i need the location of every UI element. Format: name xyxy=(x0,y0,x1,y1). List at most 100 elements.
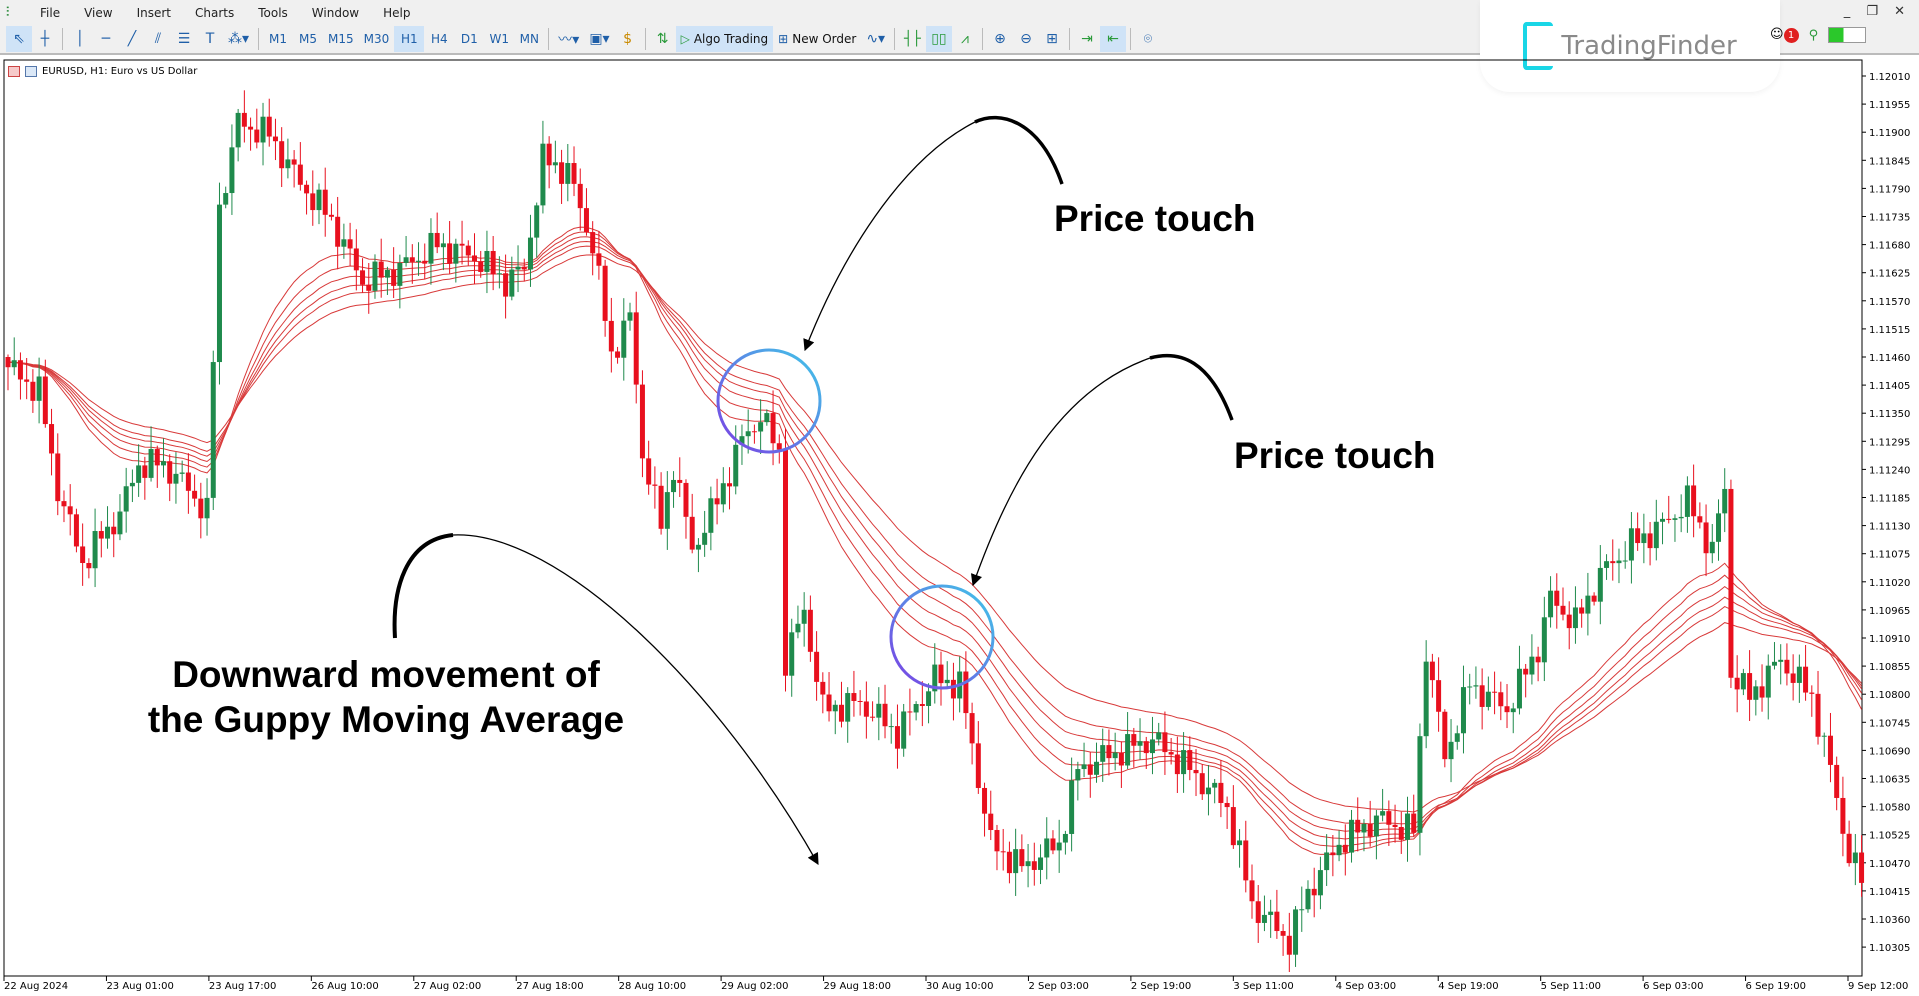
bear-candle xyxy=(1535,656,1541,663)
chart-shift-icon[interactable]: ⇤ xyxy=(1099,26,1126,52)
bear-candle xyxy=(994,830,1000,852)
account-icon[interactable]: ☺ 1 xyxy=(1770,27,1799,43)
crosshair-icon[interactable]: ┼ xyxy=(40,31,50,47)
candlestick-icon[interactable]: ▯▯ xyxy=(925,26,952,52)
arrow-1 xyxy=(803,116,1063,352)
bear-candle xyxy=(1691,485,1697,517)
bear-candle xyxy=(1230,807,1236,846)
bull-candle xyxy=(1460,687,1466,734)
bull-candle xyxy=(1380,811,1386,816)
bear-candle xyxy=(1790,673,1796,683)
algo-trading-button[interactable]: ▷ Algo Trading xyxy=(675,26,774,52)
menu-tools[interactable]: Tools xyxy=(258,5,288,20)
tf-m15[interactable]: M15 xyxy=(328,32,354,46)
new-order-label: New Order xyxy=(792,32,857,46)
menu-window[interactable]: Window xyxy=(311,5,360,20)
bull-candle xyxy=(204,497,210,519)
bear-candle xyxy=(409,257,415,262)
bear-candle xyxy=(1498,692,1504,707)
zoom-in-icon[interactable]: ⊕ xyxy=(994,31,1006,47)
text-icon[interactable]: T xyxy=(205,31,215,47)
bear-candle xyxy=(714,498,720,505)
chart-type-icon[interactable]: 〰▾ xyxy=(558,32,580,48)
tf-h1[interactable]: H1 xyxy=(394,26,425,52)
divider xyxy=(62,28,63,50)
cursor-icon[interactable]: ⇖ xyxy=(6,26,32,52)
bar-chart-icon[interactable]: ┤├ xyxy=(904,31,921,47)
bear-candle xyxy=(1697,516,1703,523)
screenshot-icon[interactable]: ⌾ xyxy=(1143,31,1153,47)
menu-view[interactable]: View xyxy=(84,5,113,20)
bull-candle xyxy=(484,250,490,272)
grid-icon[interactable]: ⊞ xyxy=(1046,31,1058,47)
tf-h4[interactable]: H4 xyxy=(430,32,448,46)
bear-candle xyxy=(1759,686,1765,698)
tf-m30[interactable]: M30 xyxy=(363,32,390,46)
menu-insert[interactable]: Insert xyxy=(136,5,171,20)
time-tick-label: 23 Aug 17:00 xyxy=(209,981,276,992)
menu-file[interactable]: File xyxy=(40,5,61,20)
bear-candle xyxy=(111,526,117,535)
menu-help[interactable]: Help xyxy=(383,5,411,20)
new-order-button[interactable]: ⊞ New Order xyxy=(773,26,861,52)
bear-candle xyxy=(241,112,247,127)
bear-candle xyxy=(907,711,913,713)
bull-candle xyxy=(123,486,129,512)
vertical-line-icon[interactable]: │ xyxy=(75,31,85,47)
price-tick-label: 1.10580 xyxy=(1869,803,1910,814)
bear-candle xyxy=(919,704,925,706)
bear-candle xyxy=(615,351,621,358)
zoom-out-icon[interactable]: ⊖ xyxy=(1020,31,1032,47)
autoscroll-icon[interactable]: ⇥ xyxy=(1081,31,1093,47)
bull-candle xyxy=(1454,733,1460,742)
window-controls[interactable]: _ ❐ ✕ xyxy=(1843,4,1911,19)
bull-candle xyxy=(1405,813,1410,840)
bull-candle xyxy=(416,260,422,262)
bull-candle xyxy=(1212,782,1218,788)
time-axis: 22 Aug 2024 23 Aug 01:00 23 Aug 17:00 26 Au… xyxy=(3,976,1908,992)
channel-icon[interactable]: ⫽ xyxy=(154,31,162,47)
menu-charts[interactable]: Charts xyxy=(195,5,235,20)
tf-mn[interactable]: MN xyxy=(519,32,539,46)
bear-candle xyxy=(42,376,48,425)
bull-candle xyxy=(1268,911,1274,915)
bull-candle xyxy=(129,482,135,487)
bear-candle xyxy=(1386,811,1392,825)
signal-icon[interactable]: ⚲ xyxy=(1808,27,1819,43)
fibonacci-icon[interactable]: ☰ xyxy=(177,31,191,47)
bull-candle xyxy=(1548,590,1554,618)
line-chart-icon[interactable]: ⩘ xyxy=(960,31,969,47)
bear-candle xyxy=(1504,706,1510,713)
tf-m1[interactable]: M1 xyxy=(269,32,288,46)
template-icon[interactable]: ▣▾ xyxy=(589,31,610,47)
one-click-trading-icon[interactable]: ⇅ xyxy=(656,31,669,47)
time-tick-label: 4 Sep 03:00 xyxy=(1336,981,1396,992)
bull-candle xyxy=(1722,488,1728,514)
shapes-icon[interactable]: ⁂▾ xyxy=(228,31,250,47)
bull-candle xyxy=(216,204,222,363)
indicators-icon[interactable]: ∿▾ xyxy=(866,31,886,47)
tf-d1[interactable]: D1 xyxy=(460,32,478,46)
tf-m5[interactable]: M5 xyxy=(299,32,318,46)
dollar-icon[interactable]: $ xyxy=(623,31,633,47)
price-touch-label-1: Price touch xyxy=(1054,198,1256,239)
chart-title-text: EURUSD, H1: Euro vs US Dollar xyxy=(42,66,198,77)
bear-candle xyxy=(1809,692,1815,694)
touch-circle-2 xyxy=(889,584,995,690)
bear-candle xyxy=(583,208,589,233)
bull-candle xyxy=(739,436,745,445)
bear-candle xyxy=(1666,518,1672,520)
bear-candle xyxy=(61,501,67,507)
bull-candle xyxy=(801,609,807,624)
horizontal-line-icon[interactable]: ─ xyxy=(101,31,111,47)
bull-candle xyxy=(1510,708,1516,713)
bull-candle xyxy=(1740,673,1746,690)
bear-candle xyxy=(783,449,788,676)
bull-candle xyxy=(179,472,185,474)
bear-candle xyxy=(185,472,191,491)
downward-label-line1: Downward movement of xyxy=(172,654,600,695)
tf-w1[interactable]: W1 xyxy=(489,32,510,46)
bull-candle xyxy=(1641,533,1647,544)
trendline-icon[interactable]: ╱ xyxy=(127,31,137,47)
